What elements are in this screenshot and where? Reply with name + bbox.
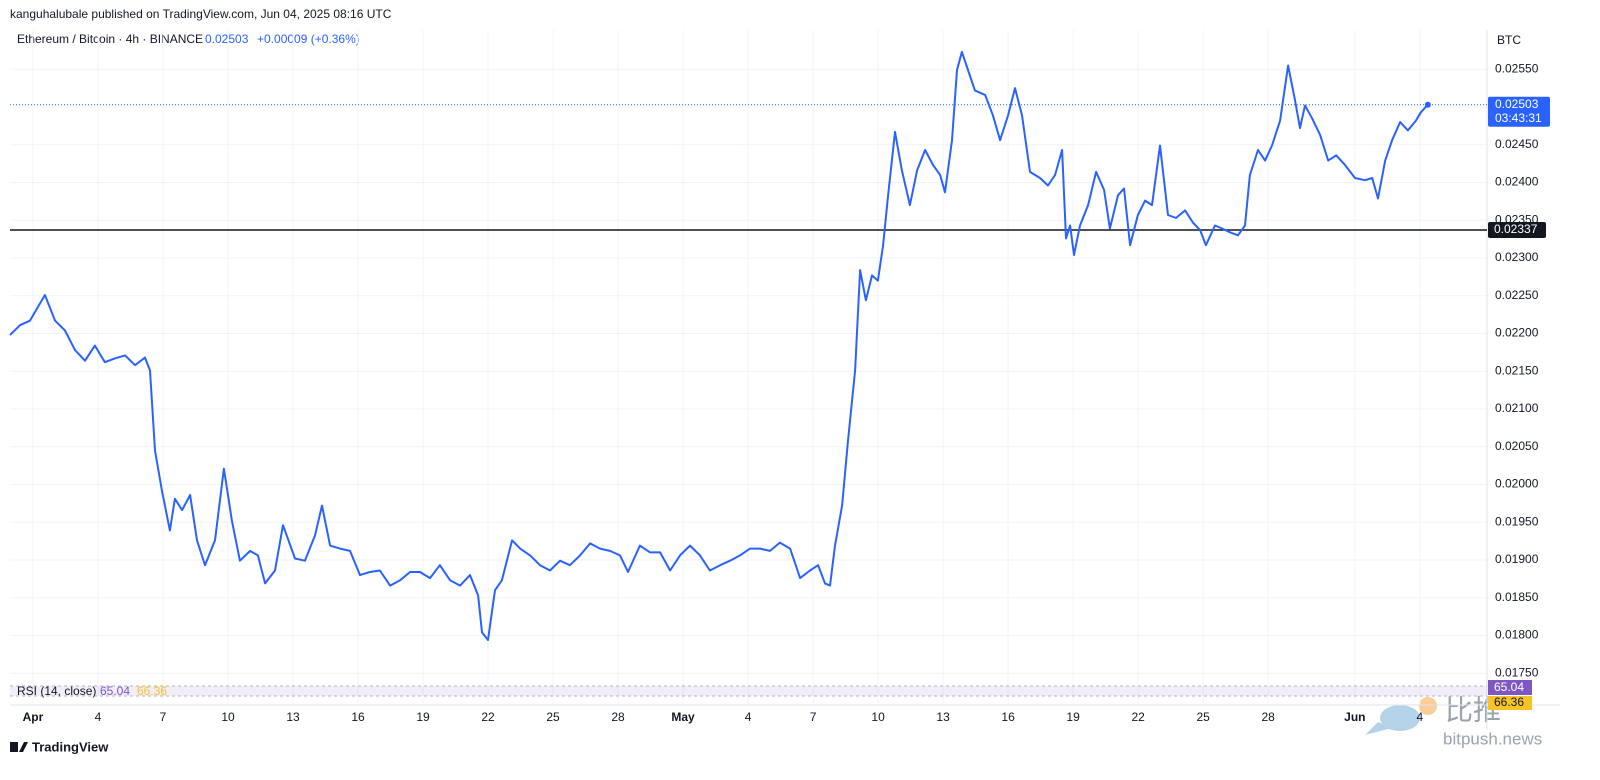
x-tick-label: 10 bbox=[221, 710, 235, 724]
watermark-bird bbox=[1365, 697, 1437, 735]
hline-label-bg bbox=[1488, 222, 1546, 239]
y-tick-label: 0.02200 bbox=[1495, 326, 1539, 340]
x-tick-label: 13 bbox=[286, 710, 300, 724]
rsi-ma-box bbox=[1488, 696, 1532, 710]
x-tick-label: 4 bbox=[95, 710, 102, 724]
watermark-site: bitpush.news bbox=[1443, 729, 1542, 748]
y-tick-label: 0.01850 bbox=[1495, 590, 1539, 604]
x-tick-label: 7 bbox=[810, 710, 817, 724]
x-tick-label: 4 bbox=[1416, 710, 1423, 724]
y-tick-label: 0.01900 bbox=[1495, 552, 1539, 566]
price-line bbox=[9, 50, 1429, 641]
y-tick-label: 0.02050 bbox=[1495, 439, 1539, 453]
y-tick-label: 0.01750 bbox=[1495, 665, 1539, 679]
y-tick-label: 0.02300 bbox=[1495, 250, 1539, 264]
y-tick-label: 0.02000 bbox=[1495, 477, 1539, 491]
y-tick-label: 0.02550 bbox=[1495, 61, 1539, 75]
currency: BTC bbox=[1497, 33, 1521, 47]
y-tick-label: 0.01950 bbox=[1495, 514, 1539, 528]
y-tick-label: 0.02100 bbox=[1495, 401, 1539, 415]
symbol-title: Ethereum / Bitcoin · 4h · BINANCE bbox=[17, 32, 203, 46]
legend-last-price: 0.02503 bbox=[205, 32, 249, 46]
x-tick-label: 16 bbox=[351, 710, 365, 724]
hline-label: 0.02337 bbox=[1494, 222, 1538, 236]
x-tick-label: 13 bbox=[936, 710, 950, 724]
tv-logo bbox=[10, 742, 28, 752]
x-tick-label: 19 bbox=[416, 710, 430, 724]
rsi-band bbox=[10, 686, 1487, 696]
currency-box bbox=[1488, 30, 1548, 54]
x-tick-label: 16 bbox=[1001, 710, 1015, 724]
last-point bbox=[1424, 101, 1431, 108]
x-tick-label: 25 bbox=[1196, 710, 1210, 724]
last-price-label: 0.02503 bbox=[1495, 97, 1539, 111]
last-price-label-bg bbox=[1488, 96, 1550, 127]
x-tick-label: 22 bbox=[481, 710, 495, 724]
x-tick-label: 28 bbox=[1261, 710, 1275, 724]
x-tick-label: 10 bbox=[871, 710, 885, 724]
x-tick-label: 25 bbox=[546, 710, 560, 724]
rsi-value-axis: 65.04 bbox=[1494, 680, 1524, 694]
rsi-label: RSI (14, close) bbox=[17, 684, 96, 698]
y-tick-label: 0.02400 bbox=[1495, 175, 1539, 189]
x-tick-label: 19 bbox=[1066, 710, 1080, 724]
y-tick-label: 0.02450 bbox=[1495, 137, 1539, 151]
rsi-value: 65.04 bbox=[100, 684, 130, 698]
x-tick-label: 22 bbox=[1131, 710, 1145, 724]
countdown: 03:43:31 bbox=[1495, 111, 1542, 125]
publisher: kanguhalubale published on TradingView.c… bbox=[10, 7, 392, 21]
y-tick-label: 0.02250 bbox=[1495, 288, 1539, 302]
x-tick-label: 7 bbox=[160, 710, 167, 724]
x-tick-label: 28 bbox=[611, 710, 625, 724]
y-tick-label: 0.02150 bbox=[1495, 363, 1539, 377]
grid bbox=[10, 30, 1487, 705]
x-tick-label: May bbox=[671, 710, 695, 724]
legend-change: +0.00009 (+0.36%) bbox=[257, 32, 360, 46]
brand: TradingView bbox=[32, 739, 109, 754]
x-tick-label: 4 bbox=[745, 710, 752, 724]
x-tick-label: Jun bbox=[1344, 710, 1365, 724]
rsi-ma: 66.36 bbox=[137, 684, 167, 698]
y-tick-label: 0.01800 bbox=[1495, 628, 1539, 642]
rsi-ma-axis: 66.36 bbox=[1494, 695, 1524, 709]
x-tick-label: Apr bbox=[23, 710, 44, 724]
rsi-value-box bbox=[1488, 680, 1532, 695]
